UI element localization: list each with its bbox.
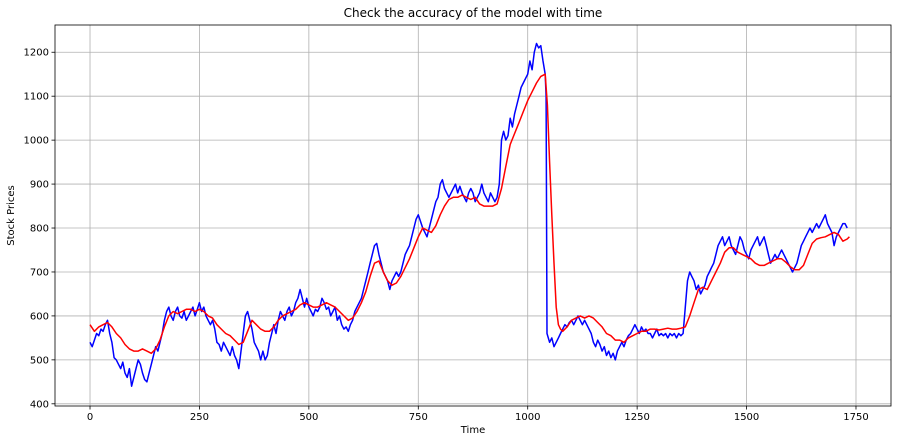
y-tick-label: 700 bbox=[30, 267, 49, 278]
y-axis-label: Stock Prices bbox=[6, 185, 17, 245]
x-tick-label: 250 bbox=[190, 412, 209, 423]
y-tick-label: 1100 bbox=[24, 92, 49, 103]
y-tick-label: 1000 bbox=[24, 136, 49, 147]
grid-lines bbox=[55, 25, 891, 406]
x-tick-label: 500 bbox=[299, 412, 318, 423]
x-tick-label: 0 bbox=[87, 412, 93, 423]
y-tick-label: 900 bbox=[30, 180, 49, 191]
y-tick-label: 600 bbox=[30, 311, 49, 322]
x-tick-label: 1500 bbox=[734, 412, 759, 423]
x-tick-label: 1000 bbox=[515, 412, 540, 423]
y-tick-label: 1200 bbox=[24, 48, 49, 59]
x-tick-label: 1750 bbox=[843, 412, 868, 423]
chart-title: Check the accuracy of the model with tim… bbox=[344, 6, 603, 20]
x-axis-label: Time bbox=[460, 425, 485, 436]
plot-area-frame bbox=[54, 24, 892, 407]
axis-ticks: 0 250 500 750 1000 1250 1500 1750 400 500 600 700 80… bbox=[24, 48, 869, 423]
y-tick-label: 800 bbox=[30, 224, 49, 235]
x-tick-label: 750 bbox=[409, 412, 428, 423]
x-tick-label: 1250 bbox=[624, 412, 649, 423]
series-line-red bbox=[89, 73, 850, 355]
series-line-blue bbox=[89, 42, 848, 387]
series-layer bbox=[89, 42, 850, 387]
y-tick-label: 500 bbox=[30, 355, 49, 366]
y-tick-label: 400 bbox=[30, 399, 49, 410]
